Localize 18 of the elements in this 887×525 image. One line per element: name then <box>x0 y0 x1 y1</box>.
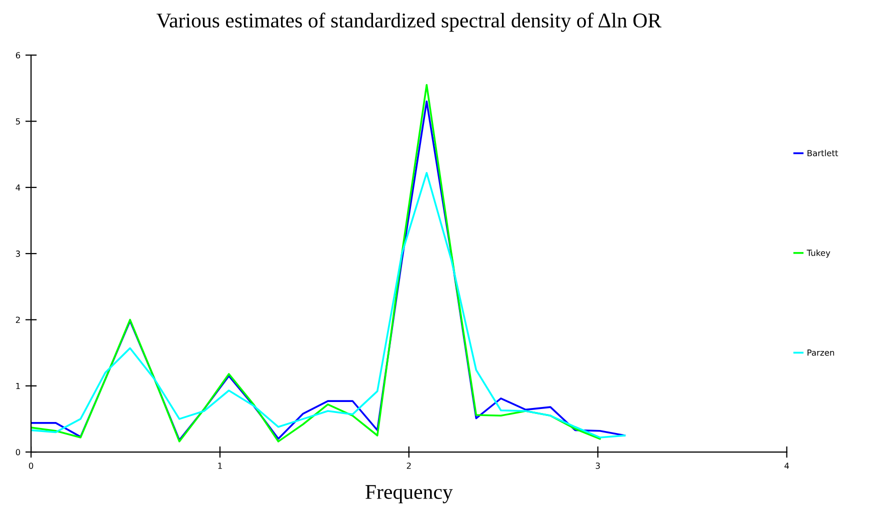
y-tick-label: 1 <box>16 382 20 390</box>
legend-label: Bartlett <box>808 150 838 156</box>
y-tick-label: 6 <box>16 52 20 58</box>
y-tick-label: 4 <box>16 184 20 191</box>
y-tick-label: 0 <box>16 449 20 456</box>
x-axis-title: Frequency <box>366 485 453 504</box>
y-tick-label: 3 <box>16 250 20 257</box>
x-tick-label: 0 <box>28 462 34 469</box>
line-series <box>31 172 626 438</box>
y-tick-label: 2 <box>16 316 20 323</box>
x-tick-label: 4 <box>784 462 789 469</box>
x-tick-label: 3 <box>596 462 600 469</box>
legend-label: Tukey <box>806 250 830 258</box>
chart-title: Various estimates of standardized spectral density of Δln OR <box>156 12 662 32</box>
y-tick-label: 5 <box>16 118 20 125</box>
legend-label: Parzen <box>808 350 834 356</box>
x-tick-label: 2 <box>406 462 411 469</box>
x-tick-label: 1 <box>218 462 222 469</box>
